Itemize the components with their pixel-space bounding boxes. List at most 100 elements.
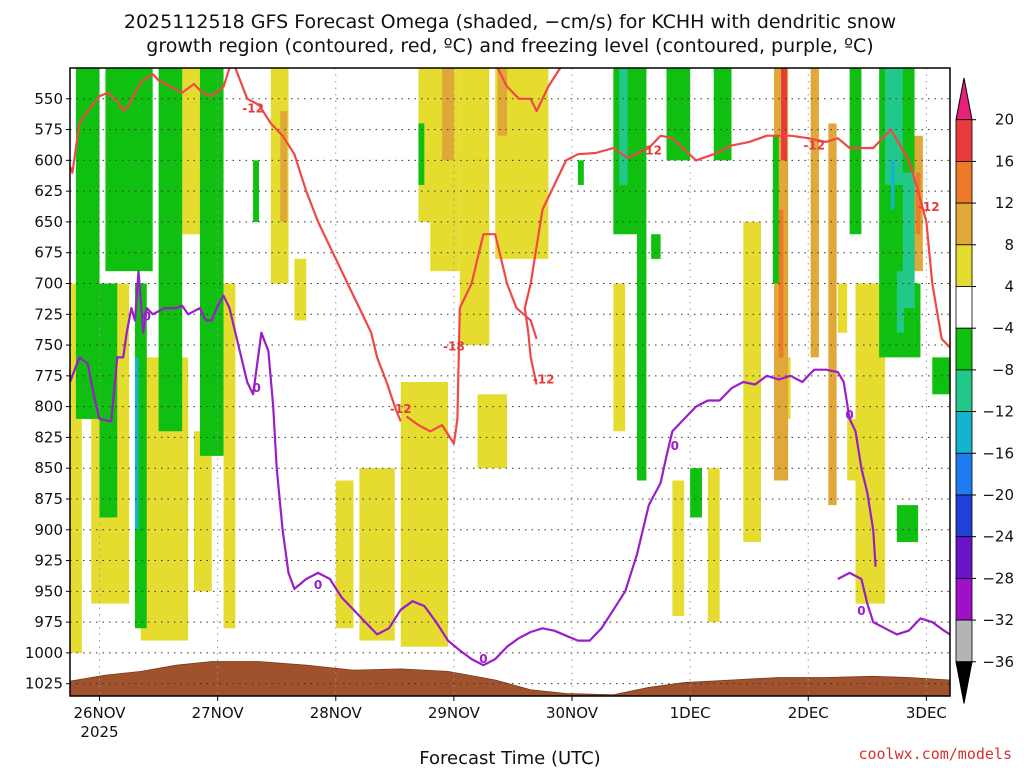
y-tick-label: 875 (34, 490, 63, 508)
dgz-contour-label: -12 (803, 139, 825, 153)
y-tick-label: 750 (34, 336, 63, 354)
y-tick-label: 900 (34, 521, 63, 539)
freezing-contour-label: 0 (857, 604, 865, 618)
y-tick-label: 650 (34, 213, 63, 231)
omega-cell (778, 209, 784, 358)
omega-cell (619, 68, 628, 185)
omega-cell (743, 221, 762, 543)
colorbar-segment (955, 244, 973, 287)
chart-title-line1: 2025112518 GFS Forecast Omega (shaded, −… (124, 11, 896, 33)
y-tick-label: 800 (34, 398, 63, 416)
omega-cell (707, 468, 720, 623)
omega-cell (497, 68, 508, 136)
colorbar-segment (955, 369, 973, 412)
omega-shading (70, 68, 950, 653)
dgz-contour-label: -12 (533, 373, 555, 387)
omega-cell (902, 172, 915, 309)
omega-cell (105, 68, 153, 272)
omega-cell (890, 160, 895, 210)
omega-cell (577, 160, 584, 185)
omega-cell (253, 160, 259, 222)
colorbar-segment (955, 286, 973, 329)
omega-cell (134, 283, 147, 629)
x-tick-label: 2DEC (788, 704, 829, 722)
omega-cell (636, 68, 647, 481)
omega-cell (772, 135, 779, 284)
colorbar-segment (955, 119, 973, 162)
colorbar-segment (955, 327, 973, 371)
dgz-contour-line (70, 68, 231, 174)
y-tick-label: 700 (34, 274, 63, 292)
omega-cell (335, 480, 354, 629)
omega-cell (896, 505, 919, 543)
x-tick-label: 30NOV (546, 704, 599, 722)
dgz-contour-line (523, 128, 950, 385)
y-tick-label: 550 (34, 90, 63, 108)
y-tick-label: 975 (34, 613, 63, 631)
omega-cell (134, 357, 139, 530)
colorbar-label: 12 (995, 194, 1014, 212)
colorbar-label: 8 (1004, 236, 1014, 254)
omega-cell (223, 283, 236, 629)
dgz-contour-label: -12 (918, 200, 940, 214)
chart-title-line2: growth region (contoured, red, ºC) and f… (146, 35, 873, 57)
colorbar-label: −36 (982, 653, 1014, 671)
y-tick-label: 675 (34, 244, 63, 262)
y-tick-label: 825 (34, 428, 63, 446)
omega-cell (666, 68, 691, 161)
omega-cell (418, 123, 425, 185)
dgz-contour-line (405, 233, 538, 445)
y-tick-label: 725 (34, 305, 63, 323)
colorbar-label: −32 (982, 611, 1014, 629)
omega-cell (459, 68, 490, 346)
x-axis-label: Forecast Time (UTC) (419, 748, 600, 768)
omega-cell (442, 68, 454, 161)
x-tick-label: 28NOV (310, 704, 363, 722)
terrain-fill (70, 661, 950, 696)
colorbar-label: 20 (995, 111, 1014, 129)
omega-cell (613, 283, 626, 432)
plot-frame (69, 67, 951, 697)
omega-cell (837, 283, 848, 333)
colorbar-label: −8 (992, 361, 1014, 379)
colorbar-label: −12 (982, 403, 1014, 421)
omega-cell (70, 283, 82, 653)
colorbar-segment (955, 202, 973, 246)
omega-cell (847, 418, 856, 481)
colorbar-segment (955, 494, 973, 538)
y-tick-label: 600 (34, 151, 63, 169)
x-tick-sublabel: 2025 (80, 723, 118, 741)
dgz-contour-label: -12 (390, 402, 412, 416)
omega-cell (713, 68, 732, 161)
y-tick-label: 850 (34, 459, 63, 477)
colorbar-label: 16 (995, 152, 1014, 170)
omega-cell (75, 68, 100, 419)
freezing-contour-label: 0 (314, 578, 322, 592)
dgz-contour-label: -12 (640, 144, 662, 158)
omega-cell (359, 468, 395, 641)
freezing-level-contour-line (70, 270, 877, 667)
omega-cell (781, 68, 787, 161)
freezing-contour-label: 0 (252, 381, 260, 395)
freezing-level-contour-line (837, 571, 950, 636)
y-tick-label: 625 (34, 182, 63, 200)
grid-lines (70, 68, 950, 696)
y-tick-label: 775 (34, 367, 63, 385)
colorbar-label: 4 (1004, 278, 1014, 296)
x-tick-label: 29NOV (428, 704, 481, 722)
omega-cell (280, 111, 288, 222)
contour-labels: -12 -12 -18 -12 -12 -12 -12 0 0 0 0 0 0 0 (143, 102, 940, 666)
y-tick-label: 575 (34, 121, 63, 139)
freezing-contour-label: 0 (671, 439, 679, 453)
colorbar-label: −20 (982, 486, 1014, 504)
dgz-contour-label: -12 (242, 102, 264, 116)
dgz-contour-line (496, 68, 562, 113)
omega-cell (477, 394, 508, 469)
omega-cell (828, 123, 837, 506)
y-tick-label: 925 (34, 552, 63, 570)
omega-cell (885, 68, 903, 185)
dgz-contour-label: -18 (443, 339, 465, 353)
omega-cell (651, 234, 661, 259)
omega-cell (810, 68, 819, 358)
